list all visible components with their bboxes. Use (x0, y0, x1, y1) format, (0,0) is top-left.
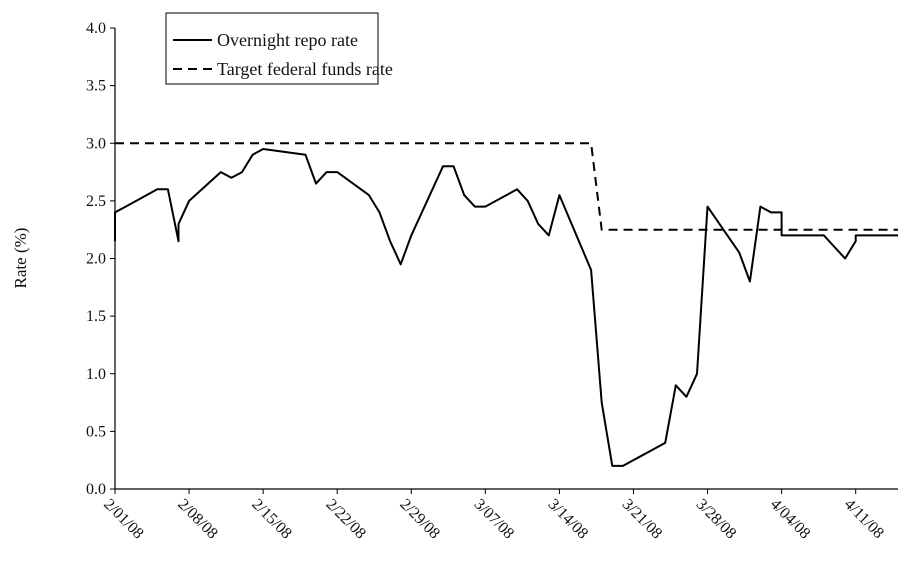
series-line-overnight-repo-rate (114, 148, 898, 467)
legend-label-repo: Overnight repo rate (217, 30, 358, 50)
series-line-target-federal-funds-rate (115, 142, 898, 231)
y-tick-label: 2.5 (86, 193, 106, 210)
y-tick-label: 3.5 (86, 78, 106, 95)
y-tick-label: 0.5 (86, 423, 106, 440)
x-axis-ticks: 2/01/08 2/08/08 2/15/08 2/22/08 2/29/08 3/07/… (100, 489, 887, 542)
x-tick-label: 3/07/08 (471, 496, 518, 543)
y-tick-label: 0.0 (86, 481, 106, 498)
y-tick-label: 3.0 (86, 135, 106, 152)
legend-label-target: Target federal funds rate (217, 59, 393, 79)
x-tick-label: 3/14/08 (545, 496, 592, 543)
x-tick-label: 2/01/08 (100, 496, 147, 543)
x-tick-label: 3/28/08 (693, 496, 740, 543)
x-tick-label: 2/08/08 (174, 496, 221, 543)
x-tick-label: 2/29/08 (396, 496, 443, 543)
y-axis-title: Rate (%) (11, 228, 30, 289)
x-tick-label: 3/21/08 (619, 496, 666, 543)
y-tick-label: 1.5 (86, 308, 106, 325)
plot-area: 0.0 0.5 1.0 1.5 2.0 2.5 3.0 3.5 4.0 2/01/08 2/08/… (86, 20, 898, 542)
legend-box (165, 12, 379, 85)
y-axis-ticks: 0.0 0.5 1.0 1.5 2.0 2.5 3.0 3.5 4.0 (86, 20, 115, 498)
x-tick-label: 2/15/08 (248, 496, 295, 543)
y-tick-label: 1.0 (86, 366, 106, 383)
series-layer (114, 142, 898, 467)
legend: Overnight repo rate Target federal funds… (165, 12, 393, 85)
x-tick-label: 4/04/08 (767, 496, 814, 543)
x-tick-label: 4/11/08 (841, 496, 887, 542)
y-tick-label: 4.0 (86, 20, 106, 37)
y-tick-label: 2.0 (86, 251, 106, 268)
x-tick-label: 2/22/08 (322, 496, 369, 543)
